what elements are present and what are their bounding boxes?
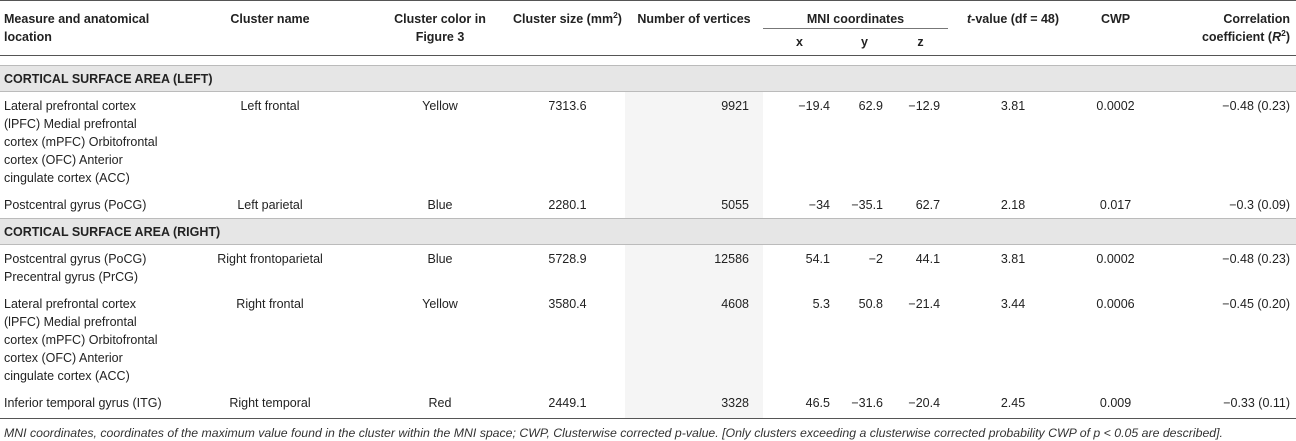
- header-cluster-size: Cluster size (mm2): [510, 0, 625, 55]
- cwp-cell: 0.0002: [1096, 252, 1135, 266]
- cluster-name-cell: Left parietal: [237, 198, 303, 212]
- header-x: x: [796, 35, 803, 49]
- measure-cell: Lateral prefrontal cortex (lPFC) Medial p…: [0, 92, 170, 192]
- measure-cell: Postcentral gyrus (PoCG): [0, 191, 170, 219]
- header-y: y: [861, 35, 868, 49]
- mni-y-cell: 50.8: [858, 297, 883, 311]
- mni-x-cell: −19.4: [798, 99, 830, 113]
- table-row: Lateral prefrontal cortex (lPFC) Medial p…: [0, 91, 1296, 192]
- section-header-row: CORTICAL SURFACE AREA (LEFT): [0, 65, 1296, 92]
- measure-line: (lPFC) Medial prefrontal: [4, 117, 137, 131]
- header-cluster-color: Cluster color in Figure 3: [370, 0, 510, 55]
- mni-y-cell: −35.1: [851, 198, 883, 212]
- t-value-cell: 3.81: [1000, 99, 1026, 113]
- cluster-color-cell: Yellow: [422, 297, 458, 311]
- table-row: Inferior temporal gyrus (ITG) Right tempo…: [0, 389, 1296, 419]
- vertices-cell: 12586: [625, 244, 763, 290]
- cluster-color-cell: Yellow: [422, 99, 458, 113]
- cluster-size-cell: 2280.1: [548, 198, 587, 212]
- section-header-row: CORTICAL SURFACE AREA (RIGHT): [0, 218, 1296, 245]
- table-row: Postcentral gyrus (PoCG) Left parietal Blu…: [0, 191, 1296, 219]
- measure-line: cortex (mPFC) Orbitofrontal: [4, 333, 158, 347]
- mni-y-cell: −2: [868, 252, 883, 266]
- measure-line: cingulate cortex (ACC): [4, 369, 130, 383]
- mni-z-cell: 44.1: [915, 252, 941, 266]
- cluster-size-cell: 5728.9: [548, 252, 587, 266]
- vertices-cell: 9921: [625, 91, 763, 191]
- mni-x-cell: 46.5: [763, 389, 836, 419]
- table-row: Lateral prefrontal cortex (lPFC) Medial p…: [0, 290, 1296, 389]
- measure-line: Postcentral gyrus (PoCG): [4, 252, 147, 266]
- t-value-cell: 3.81: [1000, 252, 1026, 266]
- measure-line: Lateral prefrontal cortex: [4, 297, 137, 311]
- vertices-cell: 5055: [625, 191, 763, 219]
- vertices-cell: 4608: [625, 290, 763, 389]
- mni-y-cell: −31.6: [836, 389, 893, 419]
- measure-line: cortex (mPFC) Orbitofrontal: [4, 135, 158, 149]
- measure-line: (lPFC) Medial prefrontal: [4, 315, 137, 329]
- mni-y-cell: 62.9: [858, 99, 883, 113]
- measure-line: cortex (OFC) Anterior: [4, 153, 123, 167]
- measure-cell: Postcentral gyrus (PoCG) Precentral gyrus…: [0, 245, 170, 291]
- cwp-cell: 0.0006: [1096, 297, 1135, 311]
- measure-line: Postcentral gyrus (PoCG): [4, 198, 147, 212]
- mni-x-cell: −34: [808, 198, 830, 212]
- cluster-color-cell: Blue: [427, 198, 453, 212]
- correlation-cell: −0.3 (0.09): [1229, 198, 1291, 212]
- t-value-cell: 2.45: [948, 389, 1079, 419]
- measure-line: cingulate cortex (ACC): [4, 171, 130, 185]
- table-footnote: MNI coordinates, coordinates of the maxi…: [4, 426, 1223, 440]
- measure-line: Precentral gyrus (PrCG): [4, 270, 139, 284]
- cluster-name-cell: Right temporal: [170, 389, 370, 419]
- cluster-name-cell: Right frontoparietal: [217, 252, 323, 266]
- header-measure: Measure and anatomical location: [0, 0, 170, 55]
- measure-line: Lateral prefrontal cortex: [4, 99, 137, 113]
- correlation-cell: −0.48 (0.23): [1222, 252, 1291, 266]
- vertices-cell: 3328: [625, 389, 763, 419]
- table-body: CORTICAL SURFACE AREA (LEFT) Lateral pref…: [0, 56, 1296, 419]
- correlation-cell: −0.48 (0.23): [1222, 99, 1291, 113]
- header-cwp: CWP: [1078, 0, 1154, 55]
- measure-line: cortex (OFC) Anterior: [4, 351, 123, 365]
- mni-z-cell: −12.9: [908, 99, 941, 113]
- cluster-color-cell: Blue: [427, 252, 453, 266]
- header-mni: MNI coordinates: [763, 0, 949, 29]
- t-value-cell: 2.18: [1000, 198, 1026, 212]
- header-cluster-name: Cluster name: [170, 0, 370, 55]
- header-z: z: [917, 35, 924, 49]
- measure-cell: Lateral prefrontal cortex (lPFC) Medial p…: [0, 290, 170, 389]
- header-t-value: t-value (df = 48): [948, 0, 1079, 55]
- cwp-cell: 0.009: [1078, 389, 1154, 419]
- cluster-size-cell: 3580.4: [548, 297, 587, 311]
- cwp-cell: 0.017: [1099, 198, 1132, 212]
- correlation-cell: −0.33 (0.11): [1153, 389, 1296, 419]
- cluster-size-cell: 2449.1: [510, 389, 625, 419]
- cluster-name-cell: Left frontal: [240, 99, 300, 113]
- mni-x-cell: 5.3: [812, 297, 830, 311]
- mni-z-cell: −20.4: [893, 389, 949, 419]
- measure-cell: Inferior temporal gyrus (ITG): [0, 389, 170, 419]
- section-title: CORTICAL SURFACE AREA (RIGHT): [0, 218, 1296, 245]
- cluster-size-cell: 7313.6: [548, 99, 587, 113]
- section-title: CORTICAL SURFACE AREA (LEFT): [0, 65, 1296, 92]
- measure-line: Inferior temporal gyrus (ITG): [4, 396, 162, 410]
- cluster-name-cell: Right frontal: [236, 297, 304, 311]
- t-value-cell: 3.44: [1000, 297, 1026, 311]
- mni-x-cell: 54.1: [805, 252, 830, 266]
- mni-z-cell: 62.7: [915, 198, 941, 212]
- correlation-cell: −0.45 (0.20): [1222, 297, 1291, 311]
- mni-z-cell: −21.4: [908, 297, 941, 311]
- cluster-color-cell: Red: [370, 389, 510, 419]
- header-vertices: Number of vertices: [625, 0, 763, 55]
- results-table: Measure and anatomical location Cluster …: [0, 0, 1296, 419]
- header-correlation: Correlation coefficient (R2): [1153, 0, 1296, 55]
- cwp-cell: 0.0002: [1096, 99, 1135, 113]
- table-row: Postcentral gyrus (PoCG) Precentral gyrus…: [0, 244, 1296, 291]
